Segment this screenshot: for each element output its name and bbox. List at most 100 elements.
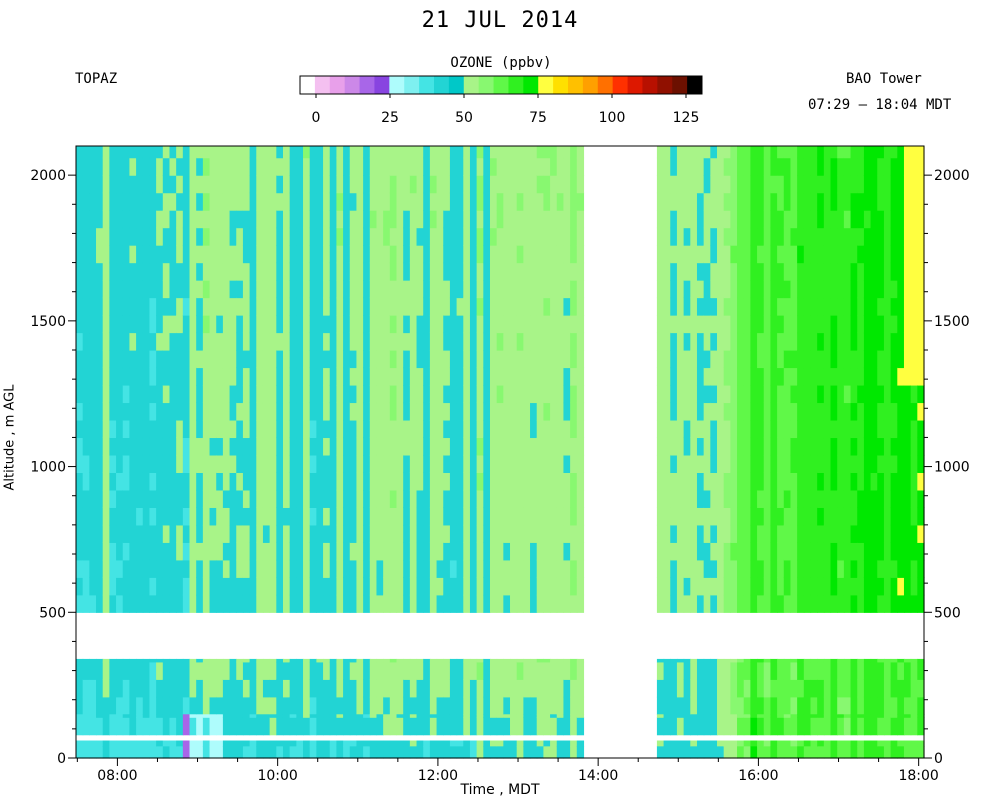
heatmap-cell (363, 740, 371, 747)
heatmap-cell (423, 402, 431, 421)
heatmap-cell (443, 454, 451, 473)
heatmap-cell (737, 524, 745, 543)
heatmap-cell (510, 489, 518, 508)
heatmap-cell (863, 696, 872, 715)
heatmap-cell (76, 227, 84, 246)
heatmap-cell (383, 384, 391, 404)
heatmap-cell (96, 402, 104, 421)
heatmap-cell (730, 146, 738, 159)
heatmap-cell (156, 315, 164, 334)
heatmap-cell (516, 419, 524, 439)
heatmap-cell (743, 679, 751, 698)
heatmap-cell (463, 315, 471, 334)
heatmap-cell (663, 210, 671, 229)
heatmap-cell (503, 454, 511, 473)
colorbar-swatch (657, 76, 673, 94)
heatmap-cell (656, 419, 665, 439)
heatmap-cell (656, 679, 665, 698)
heatmap-cell (102, 559, 110, 578)
heatmap-cell (857, 402, 865, 421)
heatmap-cell (376, 679, 384, 698)
heatmap-cell (236, 577, 244, 596)
heatmap-cell (683, 507, 691, 526)
heatmap-cell (423, 507, 431, 526)
heatmap-cell (162, 524, 171, 543)
heatmap-cell (690, 210, 698, 229)
heatmap-cell (356, 489, 364, 508)
heatmap-cell (249, 146, 257, 159)
heatmap-cell (489, 472, 498, 491)
heatmap-cell (449, 559, 458, 578)
heatmap-cell (343, 157, 351, 176)
heatmap-cell (656, 192, 665, 211)
heatmap-cell (449, 192, 458, 211)
heatmap-cell (276, 542, 284, 561)
heatmap-cell (696, 658, 705, 663)
heatmap-cell (489, 157, 498, 176)
heatmap-cell (196, 262, 204, 281)
colorbar-swatch (419, 76, 435, 94)
heatmap-cell (116, 402, 124, 421)
heatmap-cell (790, 746, 798, 759)
heatmap-cell (703, 740, 711, 747)
heatmap-cell (696, 315, 705, 334)
heatmap-cell (469, 262, 478, 281)
heatmap-cell (156, 384, 164, 404)
heatmap-cell (503, 746, 511, 759)
heatmap-cell (423, 542, 431, 561)
heatmap-cell (169, 297, 177, 316)
heatmap-cell (209, 577, 217, 596)
heatmap-cell (149, 472, 157, 491)
heatmap-cell (803, 437, 812, 456)
heatmap-cell (122, 489, 131, 508)
heatmap-cell (843, 367, 852, 386)
heatmap-cell (783, 714, 792, 718)
heatmap-cell (550, 192, 558, 211)
heatmap-cell (136, 437, 144, 456)
heatmap-cell (176, 157, 184, 176)
heatmap-cell (89, 472, 97, 491)
heatmap-cell (743, 696, 751, 715)
heatmap-cell (556, 262, 565, 281)
heatmap-cell (282, 740, 291, 747)
heatmap-cell (743, 402, 751, 421)
heatmap-cell (683, 437, 691, 456)
heatmap-cell (476, 577, 484, 596)
heatmap-cell (376, 367, 384, 386)
heatmap-cell (316, 402, 324, 421)
heatmap-cell (323, 227, 331, 246)
heatmap-cell (570, 717, 578, 736)
heatmap-cell (209, 717, 217, 736)
heatmap-cell (830, 146, 838, 159)
heatmap-cell (82, 746, 90, 759)
heatmap-cell (530, 740, 538, 747)
heatmap-cell (303, 402, 311, 421)
heatmap-cell (843, 577, 852, 596)
heatmap-cell (883, 489, 892, 508)
heatmap-cell (503, 227, 511, 246)
heatmap-cell (803, 577, 812, 596)
heatmap-cell (116, 332, 124, 351)
heatmap-cell (176, 402, 184, 421)
heatmap-cell (196, 419, 204, 439)
heatmap-cell (76, 437, 84, 456)
heatmap-cell (770, 262, 778, 281)
heatmap-cell (236, 661, 244, 680)
heatmap-cell (396, 577, 404, 596)
heatmap-cell (176, 740, 184, 747)
heatmap-cell (790, 507, 798, 526)
heatmap-cell (843, 175, 852, 194)
heatmap-cell (209, 714, 217, 718)
heatmap-cell (449, 280, 458, 299)
heatmap-cell (429, 594, 438, 613)
heatmap-cell (883, 297, 892, 316)
heatmap-cell (303, 472, 311, 491)
heatmap-cell (850, 714, 858, 718)
heatmap-cell (242, 402, 251, 421)
heatmap-cell (449, 696, 458, 715)
heatmap-cell (242, 740, 251, 747)
heatmap-cell (830, 542, 838, 561)
heatmap-cell (323, 402, 331, 421)
heatmap-cell (82, 559, 90, 578)
heatmap-cell (783, 489, 792, 508)
